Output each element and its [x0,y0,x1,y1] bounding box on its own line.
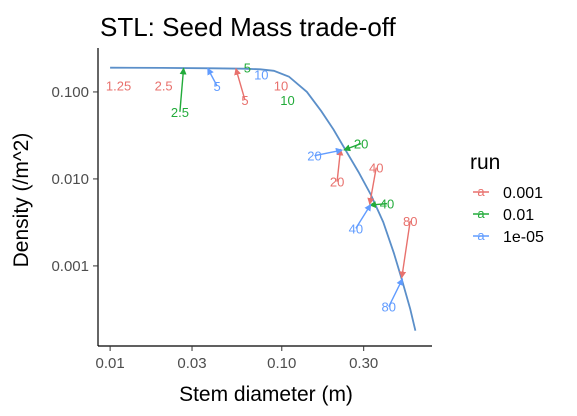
legend-label: 0.01 [503,207,534,224]
x-axis-title: Stem diameter (m) [179,383,353,406]
legend-key-glyph: a [477,184,485,199]
x-tick-label: 0.03 [177,355,206,372]
y-tick-label: 0.010 [51,171,89,188]
annotation-arrow [314,147,343,157]
x-tick-label: 0.10 [267,355,296,372]
annotation-label: 10 [280,93,294,108]
annotation-label: 20 [330,175,344,190]
annotation-label: 20 [307,149,321,164]
annotation-label: 2.5 [155,79,173,94]
legend-label: 0.001 [503,185,543,202]
annotation-label: 40 [369,161,383,176]
annotation-label: 1.25 [106,79,131,94]
y-axis-title: Density (/m^2) [10,133,33,268]
annotation-arrow [399,220,411,279]
annotation-label: 40 [349,221,363,236]
annotation-label: 80 [403,214,417,229]
y-tick-label: 0.100 [51,84,89,101]
annotation-label: 5 [241,93,248,108]
legend-key-glyph: a [477,206,485,221]
x-tick-label: 0.01 [96,355,125,372]
legend-title: run [470,151,500,174]
annotation-label: 20 [354,137,368,152]
annotation-arrow [388,278,404,307]
annotation-arrow [234,67,246,101]
annotation-label: 10 [274,79,288,94]
legend-label: 1e-05 [503,229,544,246]
annotation-label: 10 [254,67,268,82]
annotation-label: 2.5 [171,105,189,120]
annotation-arrow [179,67,187,112]
annotation-label: 80 [382,300,396,315]
annotation-label: 40 [380,197,394,212]
chart-title: STL: Seed Mass trade-off [100,12,397,42]
annotation-label: 5 [213,79,220,94]
x-tick-label: 0.30 [349,355,378,372]
annotation-label: 5 [244,61,251,76]
series-line [110,66,417,331]
annotation-arrow [368,201,388,209]
annotation-arrow [355,203,372,229]
y-tick-label: 0.001 [51,258,89,275]
annotation-arrow [367,167,377,206]
annotation-arrow [207,67,218,87]
legend-key-glyph: a [477,228,485,243]
annotation-arrow [343,142,362,152]
legend: run a 0.001 a 0.01 a 1e-05 [470,151,544,246]
